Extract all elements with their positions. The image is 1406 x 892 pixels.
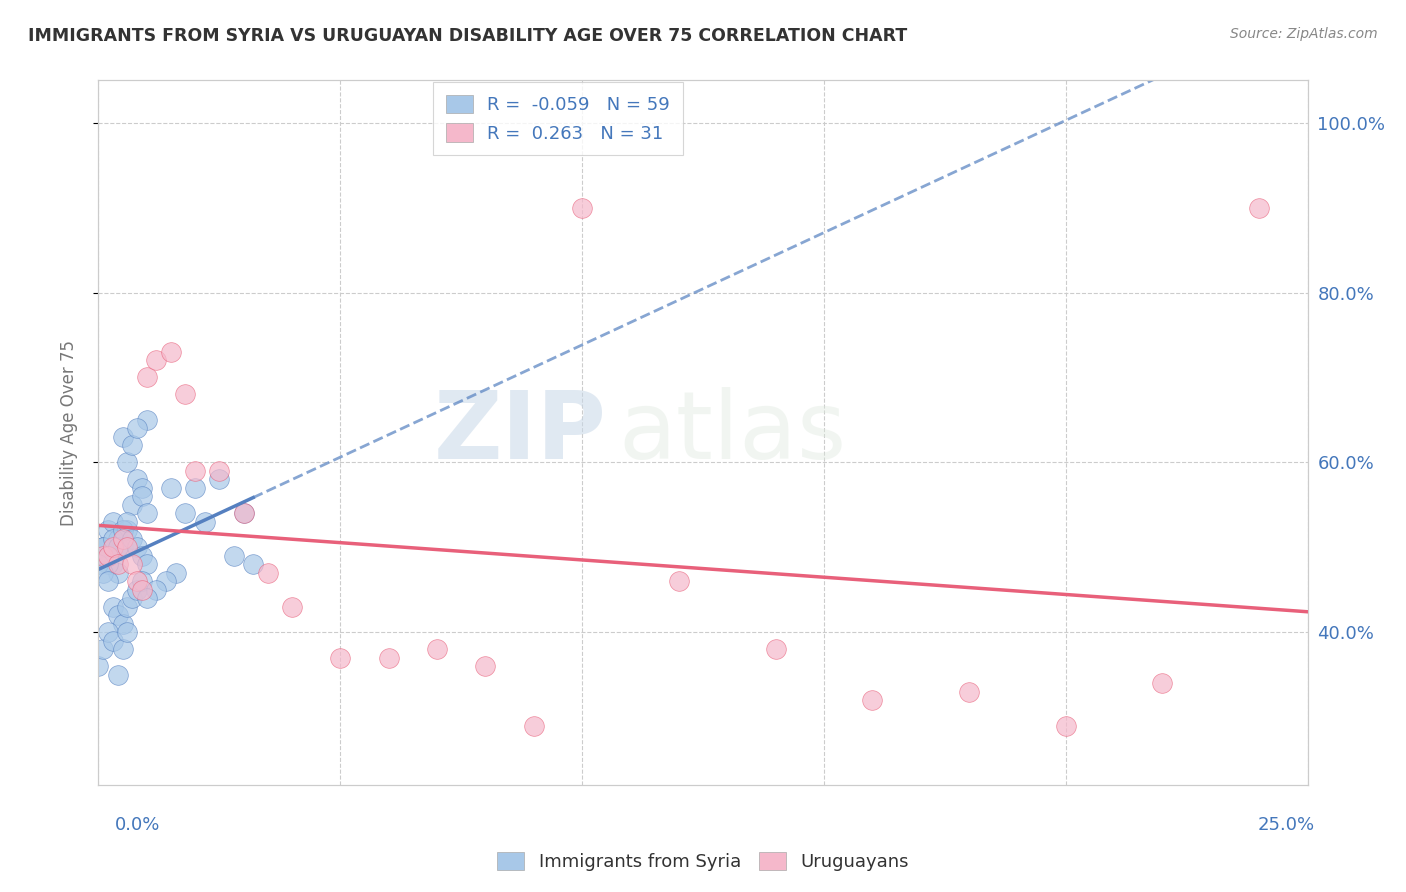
Point [107, 566, 129, 580]
Point [107, 667, 129, 681]
Point [208, 472, 231, 486]
Point [97, 523, 120, 537]
Point [121, 498, 143, 512]
Point [111, 532, 134, 546]
Point [1152, 676, 1174, 690]
Point [117, 625, 139, 640]
Point [91, 566, 114, 580]
Legend: R =  -0.059   N = 59, R =  0.263   N = 31: R = -0.059 N = 59, R = 0.263 N = 31 [433, 82, 683, 155]
Point [117, 455, 139, 469]
Point [426, 642, 449, 657]
Point [155, 574, 177, 589]
Point [474, 659, 496, 673]
Point [131, 582, 153, 597]
Point [97, 574, 120, 589]
Point [101, 599, 124, 614]
Point [256, 566, 278, 580]
Point [107, 540, 129, 554]
Point [121, 591, 143, 606]
Point [135, 370, 157, 384]
Point [91, 549, 114, 563]
Point [232, 506, 254, 520]
Point [135, 591, 157, 606]
Point [97, 549, 120, 563]
Text: 0.0%: 0.0% [115, 816, 160, 834]
Point [165, 566, 187, 580]
Point [145, 582, 167, 597]
Point [107, 558, 129, 572]
Point [1249, 201, 1271, 215]
Legend: Immigrants from Syria, Uruguayans: Immigrants from Syria, Uruguayans [489, 845, 917, 879]
Point [208, 464, 231, 478]
Point [281, 599, 304, 614]
Point [107, 532, 129, 546]
Point [91, 540, 114, 554]
Point [860, 693, 883, 707]
Point [232, 506, 254, 520]
Text: IMMIGRANTS FROM SYRIA VS URUGUAYAN DISABILITY AGE OVER 75 CORRELATION CHART: IMMIGRANTS FROM SYRIA VS URUGUAYAN DISAB… [28, 27, 907, 45]
Point [1054, 718, 1077, 732]
Point [121, 558, 143, 572]
Y-axis label: Disability Age Over 75: Disability Age Over 75 [59, 340, 77, 525]
Point [91, 540, 114, 554]
Point [111, 642, 134, 657]
Point [957, 684, 980, 698]
Point [101, 558, 124, 572]
Point [111, 523, 134, 537]
Point [222, 549, 245, 563]
Point [668, 574, 690, 589]
Point [97, 625, 120, 640]
Point [91, 540, 114, 554]
Point [135, 413, 157, 427]
Point [101, 532, 124, 546]
Point [377, 650, 399, 665]
Point [329, 650, 352, 665]
Point [97, 558, 120, 572]
Point [160, 345, 183, 359]
Point [131, 549, 153, 563]
Point [131, 489, 153, 503]
Point [523, 718, 546, 732]
Point [174, 387, 197, 401]
Point [121, 438, 143, 452]
Point [87, 659, 110, 673]
Point [117, 599, 139, 614]
Point [101, 633, 124, 648]
Point [121, 532, 143, 546]
Point [101, 540, 124, 554]
Point [127, 582, 149, 597]
Point [174, 506, 197, 520]
Point [97, 549, 120, 563]
Point [111, 616, 134, 631]
Point [111, 540, 134, 554]
Point [131, 574, 153, 589]
Point [131, 481, 153, 495]
Point [145, 353, 167, 368]
Point [117, 523, 139, 537]
Text: 25.0%: 25.0% [1257, 816, 1315, 834]
Point [117, 515, 139, 529]
Point [242, 558, 264, 572]
Point [117, 540, 139, 554]
Point [91, 642, 114, 657]
Point [127, 472, 149, 486]
Point [127, 574, 149, 589]
Point [127, 421, 149, 435]
Text: Source: ZipAtlas.com: Source: ZipAtlas.com [1230, 27, 1378, 41]
Point [765, 642, 787, 657]
Point [135, 558, 157, 572]
Text: ZIP: ZIP [433, 386, 606, 479]
Point [194, 515, 217, 529]
Point [135, 506, 157, 520]
Point [101, 515, 124, 529]
Point [184, 464, 207, 478]
Text: atlas: atlas [619, 386, 846, 479]
Point [160, 481, 183, 495]
Point [111, 430, 134, 444]
Point [127, 540, 149, 554]
Point [184, 481, 207, 495]
Point [571, 201, 593, 215]
Point [87, 558, 110, 572]
Point [107, 608, 129, 623]
